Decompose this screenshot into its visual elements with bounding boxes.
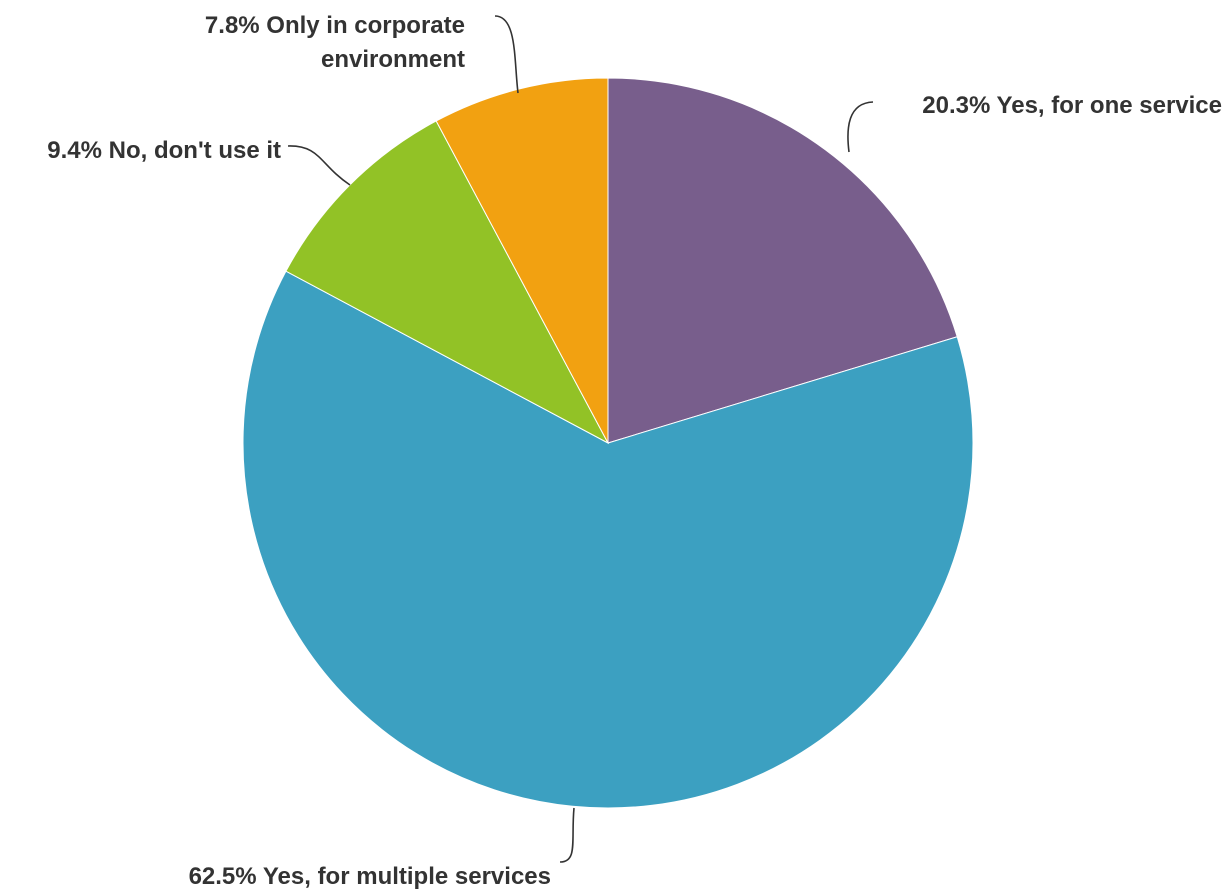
- slices-layer: [242, 77, 974, 809]
- leader-line-7-8-only-in-corporate-environment: [494, 15, 519, 94]
- pie-slice-20-3-yes-for-one-service: [607, 77, 958, 444]
- leader-line-9-4-no-don-t-use-it: [287, 145, 351, 186]
- slice-label-20-3-yes-for-one-service: 20.3% Yes, for one service: [922, 92, 1222, 119]
- pie-slice-7-8-only-in-corporate-environment: [435, 77, 609, 444]
- slice-label-7-8-only-in-corporate-environment-line-1: 7.8% Only in corporate: [205, 12, 465, 39]
- pie-slice-62-5-yes-for-multiple-services: [242, 270, 974, 809]
- leader-lines-layer: [287, 15, 874, 863]
- labels-layer: 20.3% Yes, for one service 62.5% Yes, for…: [47, 12, 1222, 890]
- slice-label-62-5-yes-for-multiple-services: 62.5% Yes, for multiple services: [189, 863, 551, 890]
- slice-label-7-8-only-in-corporate-environment-line-2: environment: [321, 46, 465, 73]
- leader-line-62-5-yes-for-multiple-services: [559, 807, 575, 863]
- leader-line-20-3-yes-for-one-service: [847, 101, 874, 153]
- slice-label-9-4-no-don-t-use-it: 9.4% No, don't use it: [47, 137, 281, 164]
